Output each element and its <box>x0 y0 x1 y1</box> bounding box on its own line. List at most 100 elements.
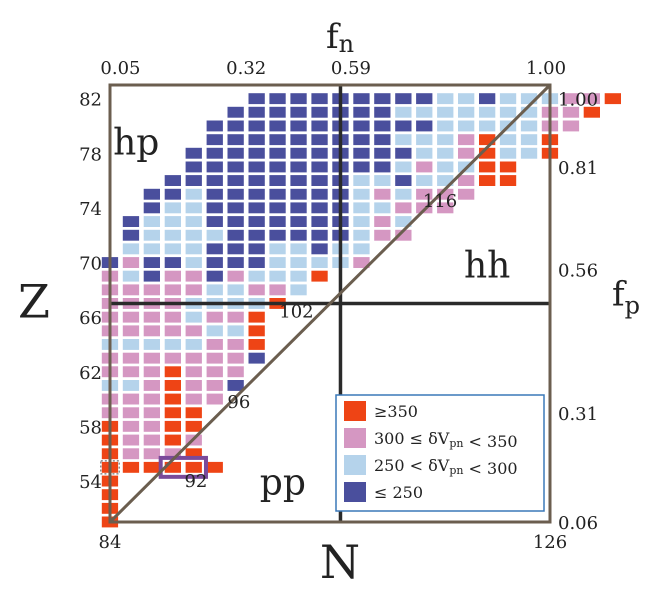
nucleus-cell <box>269 216 286 227</box>
nucleus-cell <box>164 420 181 432</box>
nucleus-cell <box>143 257 160 268</box>
nucleus-cell <box>290 161 307 173</box>
nucleus-cell <box>143 284 160 296</box>
top-tick-label: 0.05 <box>100 58 140 79</box>
nucleus-cell <box>269 257 286 268</box>
nucleus-cell <box>353 216 370 227</box>
nucleus-cell <box>143 407 160 419</box>
nucleus-cell <box>374 175 391 186</box>
nucleus-cell <box>185 147 202 159</box>
nucleus-cell <box>185 311 202 323</box>
right-tick-label: 1.00 <box>558 90 598 111</box>
nucleus-cell <box>311 229 328 241</box>
nucleus-cell <box>143 188 160 200</box>
nucleus-cell <box>374 106 391 118</box>
left-tick-label: 62 <box>79 363 102 384</box>
nucleus-cell <box>458 120 475 132</box>
nucleus-cell <box>353 161 370 173</box>
nucleus-cell <box>499 147 517 159</box>
left-axis-label: Z <box>18 275 50 329</box>
nucleus-cell <box>206 175 223 186</box>
nucleus-cell <box>269 134 286 146</box>
nucleus-cell <box>206 380 223 391</box>
nucleus-cell <box>311 147 328 159</box>
top-axis-label: fn <box>326 17 354 58</box>
nucleus-cell <box>164 380 181 391</box>
nucleus-cell <box>227 106 244 118</box>
bottom-tick-label: 126 <box>533 532 567 553</box>
nucleus-cell <box>437 161 454 173</box>
nucleus-cell <box>122 243 140 255</box>
nucleus-cell <box>290 188 307 200</box>
nucleus-cell <box>227 216 244 227</box>
nucleus-cell <box>311 257 328 268</box>
nucleus-cell <box>248 161 265 173</box>
nucleus-cell <box>227 284 244 296</box>
nucleus-cell <box>311 175 328 186</box>
nucleus-cell <box>122 393 140 405</box>
nucleus-cell <box>353 257 370 268</box>
nucleus-cell <box>290 202 307 214</box>
right-tick-label: 0.31 <box>558 404 598 425</box>
left-tick-label: 74 <box>79 199 102 220</box>
nucleus-cell <box>206 339 223 350</box>
nucleus-cell <box>143 216 160 227</box>
nucleus-cell <box>248 147 265 159</box>
legend-label-light: 250 < δVpn < 300 <box>374 456 518 478</box>
legend-label-part: < 300 <box>463 459 517 478</box>
nucleus-cell <box>499 134 517 146</box>
nucleus-cell <box>416 93 433 105</box>
nucleus-cell <box>122 461 140 473</box>
nucleus-cell <box>122 434 140 446</box>
nucleus-cell <box>458 175 475 186</box>
nucleus-cell <box>437 134 454 146</box>
nucleus-cell <box>185 202 202 214</box>
nucleus-cell <box>164 284 181 296</box>
region-label-hh: hh <box>464 245 510 286</box>
nucleus-cell <box>164 188 181 200</box>
nucleus-cell <box>248 106 265 118</box>
nucleus-cell <box>227 229 244 241</box>
nucleus-cell <box>206 352 223 364</box>
nucleus-cell <box>416 175 433 186</box>
nucleus-cell <box>122 284 140 296</box>
nucleus-cell <box>311 106 328 118</box>
nucleus-cell <box>269 284 286 296</box>
nucleus-cell <box>374 188 391 200</box>
nucleus-cell <box>164 243 181 255</box>
nucleus-cell <box>583 106 600 118</box>
top-tick-label: 0.59 <box>331 58 371 79</box>
nucleus-cell <box>143 311 160 323</box>
nucleus-cell <box>185 229 202 241</box>
nucleus-cell <box>143 202 160 214</box>
nucleus-cell <box>206 243 223 255</box>
nucleus-cell <box>185 420 202 432</box>
nucleus-cell <box>374 93 391 105</box>
nucleus-cell <box>562 120 580 132</box>
nucleus-cell <box>479 175 496 186</box>
nucleus-cell <box>290 270 307 282</box>
nucleus-cell <box>395 93 412 105</box>
nucleus-cell <box>143 380 160 391</box>
nucleus-cell <box>269 175 286 186</box>
nucleus-cell <box>290 147 307 159</box>
legend-label-part: ≤ 250 <box>374 483 423 502</box>
top-axis-label-sub: n <box>339 30 354 58</box>
nucleus-cell <box>206 188 223 200</box>
nucleus-cell <box>185 448 202 460</box>
nucleus-cell <box>290 134 307 146</box>
chart-frame <box>108 83 552 524</box>
nucleus-cell <box>122 257 140 268</box>
nucleus-cell <box>520 147 538 159</box>
nucleus-cell <box>185 175 202 186</box>
legend-swatch-dark <box>344 482 366 502</box>
nucleus-cell <box>311 188 328 200</box>
nucleus-cell <box>164 229 181 241</box>
nucleus-cell <box>248 175 265 186</box>
nucleus-cell <box>164 393 181 405</box>
nucleus-cell <box>479 120 496 132</box>
nucleus-cell <box>437 175 454 186</box>
nucleus-cell <box>437 147 454 159</box>
highlight-box <box>158 455 208 479</box>
nucleus-cell <box>164 270 181 282</box>
